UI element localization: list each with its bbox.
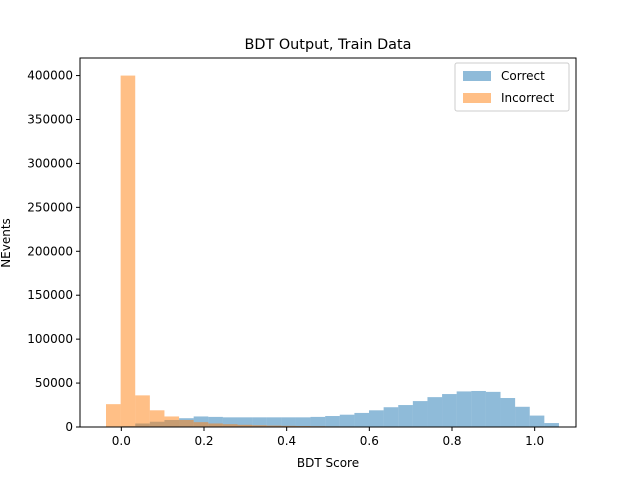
legend-swatch-correct [463, 71, 491, 81]
bar-incorrect-2 [135, 395, 150, 427]
bar-incorrect-6 [193, 422, 209, 427]
bar-incorrect-10 [252, 425, 267, 427]
y-tick-label: 200000 [27, 244, 73, 258]
bar-correct-30 [544, 423, 559, 427]
bar-incorrect-0 [106, 404, 121, 427]
y-tick-label: 50000 [35, 376, 73, 390]
bar-correct-24 [456, 391, 472, 427]
plot-frame [79, 57, 577, 428]
x-tick-label: 0.2 [194, 434, 213, 448]
bar-correct-14 [310, 416, 326, 427]
bar-incorrect-11 [266, 425, 282, 427]
x-tick-label: 0.0 [112, 434, 131, 448]
plot-border [79, 57, 577, 428]
series-incorrect [106, 75, 545, 427]
bar-incorrect-4 [164, 416, 180, 427]
bar-incorrect-3 [149, 410, 165, 427]
bar-correct-19 [383, 407, 399, 427]
bar-correct-25 [471, 390, 486, 427]
bar-correct-26 [485, 391, 501, 427]
bar-correct-13 [295, 417, 311, 427]
x-tick-label: 0.6 [360, 434, 379, 448]
legend-label-incorrect: Incorrect [501, 91, 554, 105]
bar-correct-10 [252, 417, 267, 427]
bars-layer [106, 75, 559, 427]
bar-correct-27 [500, 398, 516, 427]
bar-correct-9 [237, 417, 253, 427]
y-axis-label: NEvents [0, 218, 13, 268]
y-tick-label: 300000 [27, 156, 73, 170]
bar-correct-17 [354, 412, 369, 427]
bar-correct-6 [193, 416, 209, 427]
x-axis-label: BDT Score [297, 456, 359, 470]
bar-correct-12 [281, 417, 296, 427]
bar-correct-28 [515, 406, 530, 427]
y-tick-label: 0 [65, 420, 73, 434]
bar-correct-16 [339, 414, 355, 427]
y-tick-label: 150000 [27, 288, 73, 302]
y-tick-label: 350000 [27, 113, 73, 127]
legend: Correct Incorrect [454, 62, 570, 112]
bar-correct-23 [442, 394, 457, 427]
series-correct [120, 390, 559, 427]
bar-incorrect-9 [237, 424, 253, 427]
bar-incorrect-12 [281, 425, 296, 427]
chart-title: BDT Output, Train Data [245, 37, 412, 53]
bar-correct-8 [222, 417, 238, 427]
bar-correct-29 [529, 415, 545, 427]
x-tick-label: 0.4 [277, 434, 296, 448]
legend-swatch-incorrect [463, 93, 491, 103]
y-tick-label: 400000 [27, 69, 73, 83]
y-axis: 0 50000 100000 150000 200000 250000 300000 3500… [27, 69, 80, 434]
x-tick-label: 1.0 [525, 434, 544, 448]
bar-correct-20 [398, 405, 413, 427]
legend-label-correct: Correct [501, 69, 545, 83]
x-tick-label: 0.8 [442, 434, 461, 448]
bar-incorrect-7 [208, 423, 223, 427]
x-axis: 0.0 0.2 0.4 0.6 0.8 1.0 [112, 427, 544, 448]
bar-incorrect-5 [179, 419, 194, 427]
bar-correct-22 [427, 397, 443, 427]
bar-incorrect-1 [120, 75, 136, 427]
bar-incorrect-8 [222, 424, 238, 427]
bar-correct-11 [266, 417, 282, 427]
y-tick-label: 250000 [27, 200, 73, 214]
bar-correct-15 [325, 416, 340, 427]
bar-correct-7 [208, 416, 223, 427]
bar-correct-18 [369, 410, 384, 427]
y-tick-label: 100000 [27, 332, 73, 346]
bar-correct-21 [412, 401, 428, 427]
